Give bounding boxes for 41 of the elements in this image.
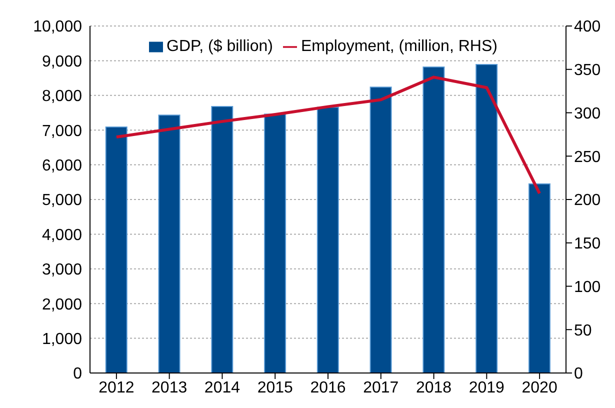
- x-tick-label: 2014: [204, 379, 240, 396]
- y-tick-label: 3,000: [42, 262, 82, 279]
- bar: [316, 106, 339, 373]
- y2-tick-label: 250: [574, 148, 601, 166]
- y-tick-label: 6,000: [42, 157, 82, 174]
- y-tick-label: 8,000: [42, 88, 82, 106]
- y2-tick-label: 300: [574, 105, 601, 122]
- legend-label: Employment, (million, RHS): [300, 38, 498, 55]
- x-tick-label: 2015: [257, 379, 294, 396]
- bar: [422, 66, 445, 373]
- y2-tick-label: 400: [574, 18, 601, 36]
- x-tick-label: 2017: [363, 379, 399, 396]
- y-tick-label: 9,000: [42, 53, 82, 70]
- y-tick-label: 7,000: [42, 122, 82, 140]
- y-tick-label: 5,000: [42, 192, 82, 210]
- bar: [370, 86, 392, 373]
- y2-tick-label: 100: [574, 278, 601, 296]
- bar: [158, 114, 180, 373]
- bar: [105, 126, 128, 373]
- legend-label: GDP, ($ billion): [166, 38, 273, 55]
- x-tick-label: 2012: [98, 379, 134, 396]
- x-tick-label: 2018: [416, 379, 452, 396]
- bar: [264, 114, 286, 373]
- x-tick-label: 2020: [522, 379, 558, 396]
- y2-tick-label: 350: [574, 62, 601, 80]
- y2-tick-label: 200: [574, 192, 601, 210]
- bar: [211, 106, 234, 373]
- x-tick-label: 2019: [468, 379, 505, 396]
- y-tick-label: 2,000: [42, 296, 82, 314]
- line-series: [114, 76, 542, 195]
- y2-tick-label: 0: [574, 366, 583, 383]
- y-tick-label: 1,000: [42, 330, 82, 348]
- y-tick-label: 0: [73, 366, 82, 383]
- x-tick-label: 2013: [152, 379, 188, 396]
- bar: [528, 183, 550, 373]
- y-tick-label: 10,000: [33, 18, 82, 36]
- y2-tick-label: 50: [574, 322, 592, 340]
- y-tick-label: 4,000: [42, 226, 82, 244]
- bar: [476, 64, 498, 373]
- x-tick-label: 2016: [310, 379, 346, 396]
- y2-tick-label: 150: [574, 236, 601, 253]
